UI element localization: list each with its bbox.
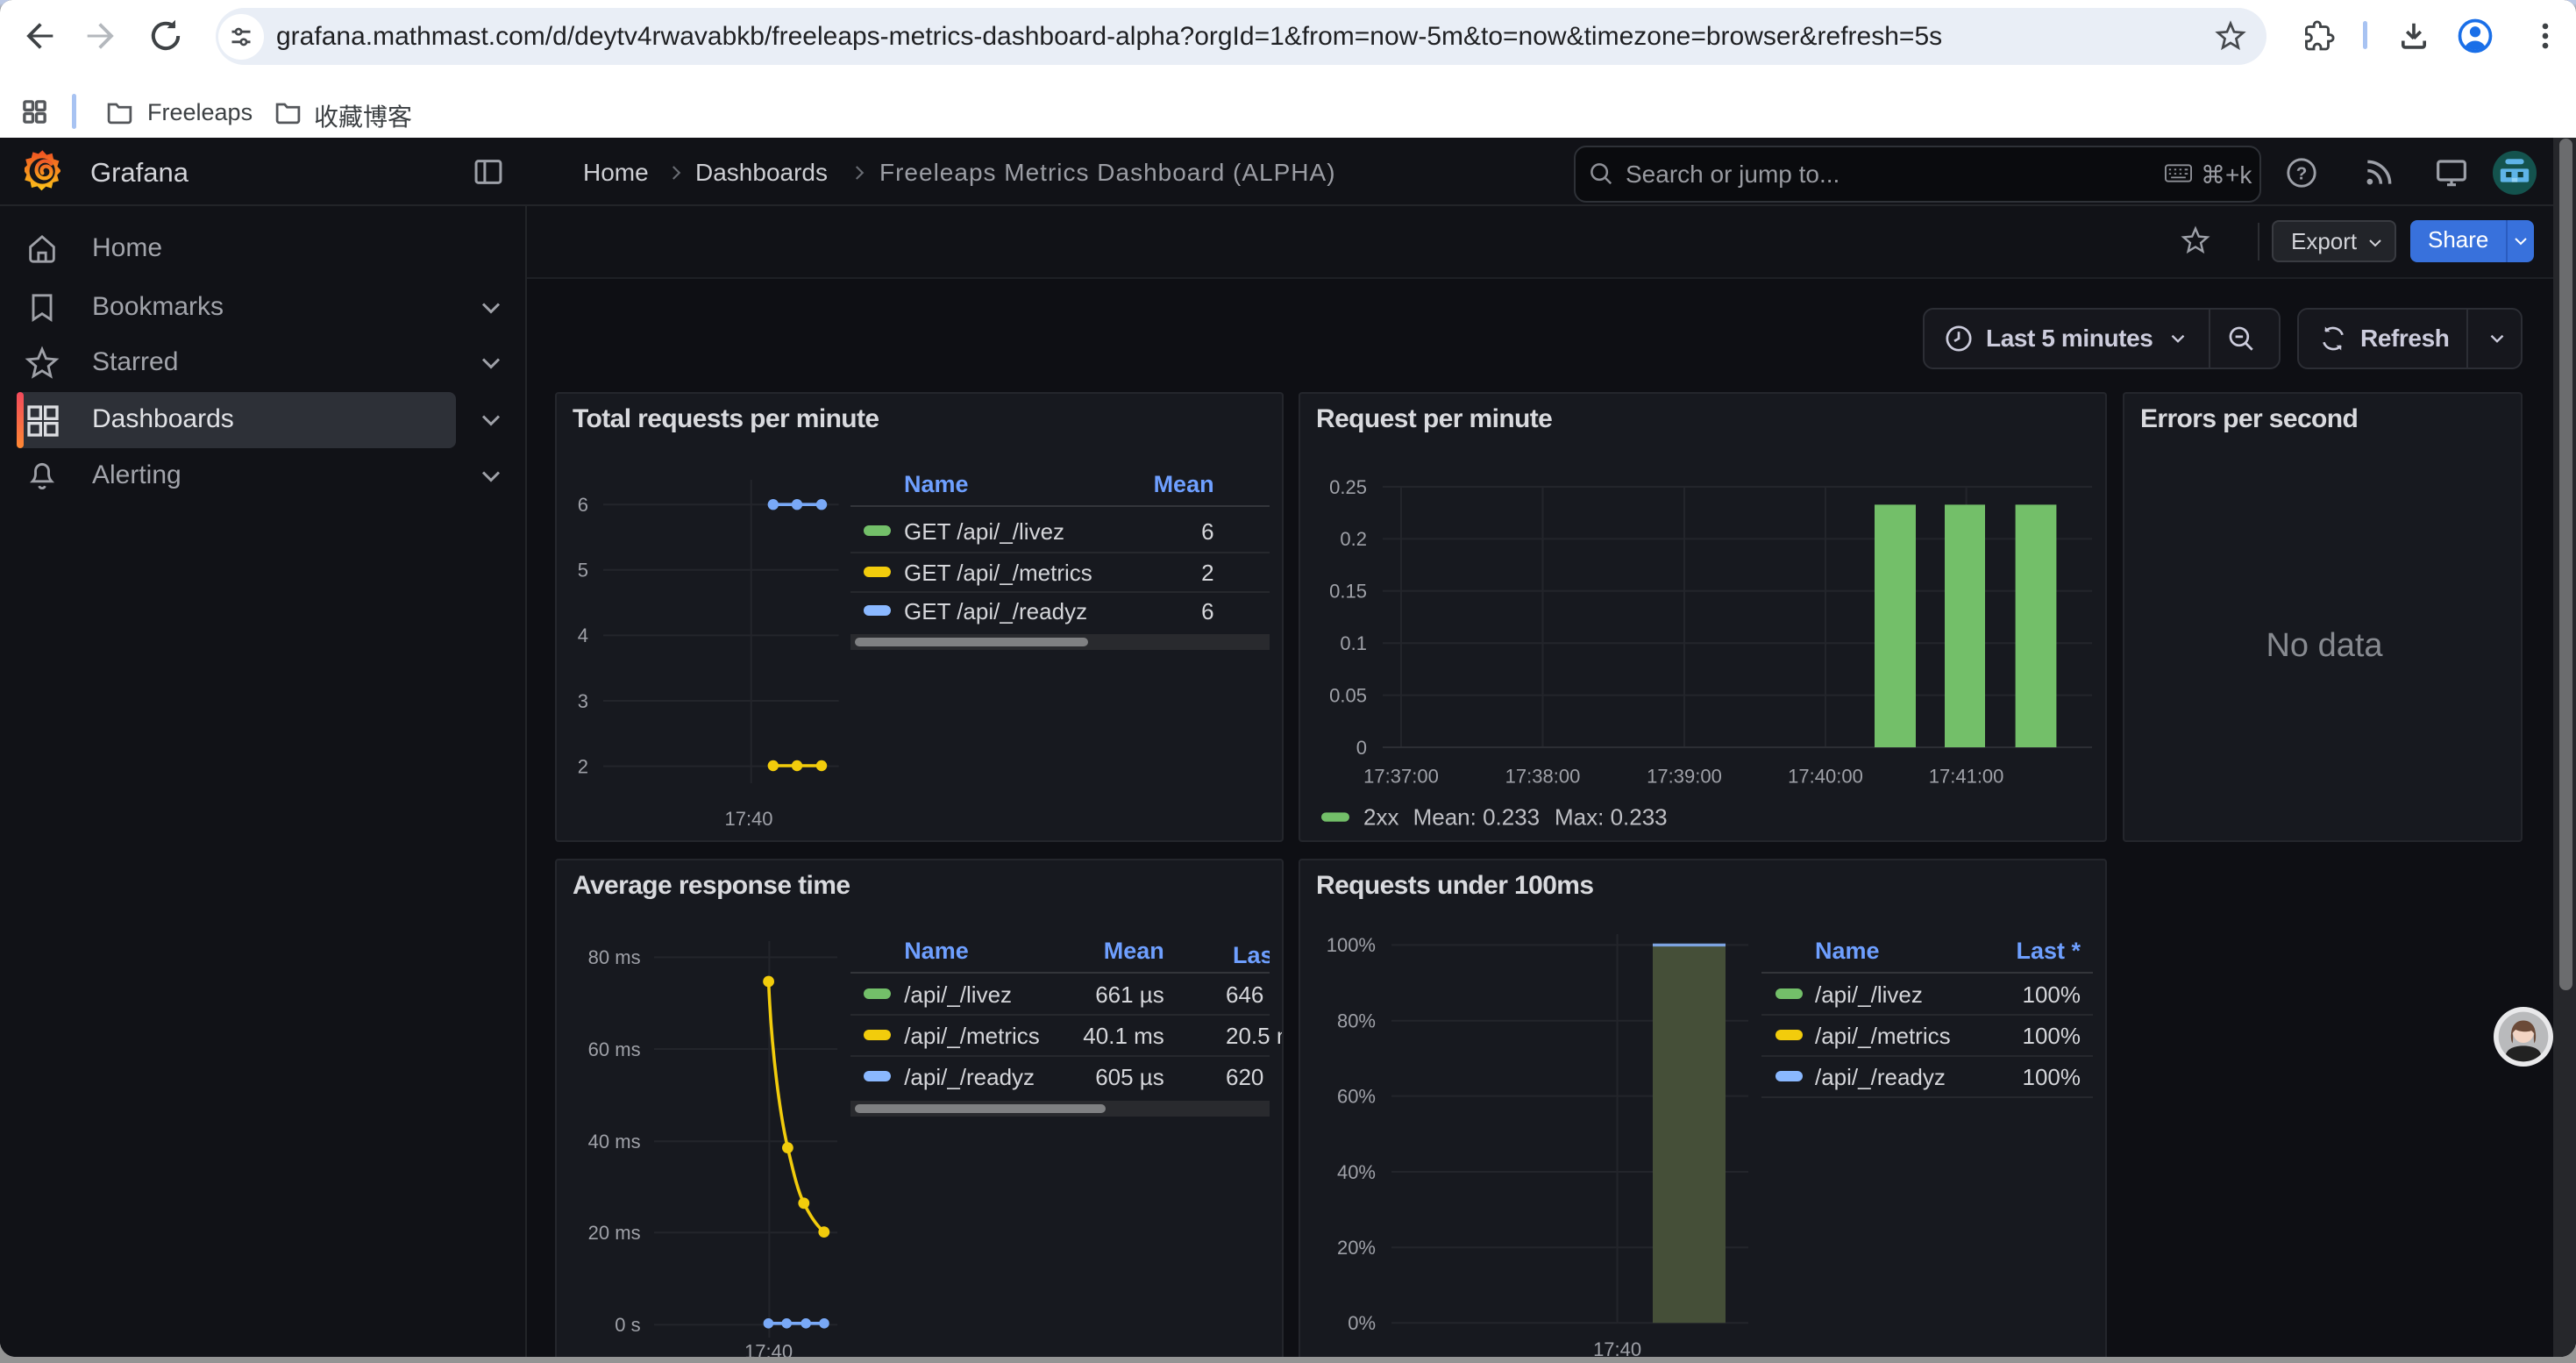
svg-text:6: 6 [578,494,588,516]
svg-text:80%: 80% [1337,1010,1376,1032]
svg-text:Max: 0.233: Max: 0.233 [1555,803,1668,830]
svg-text:17:41:00: 17:41:00 [1929,765,2004,787]
svg-text:0.15: 0.15 [1329,581,1367,603]
svg-text:60%: 60% [1337,1085,1376,1107]
svg-text:5: 5 [578,560,588,582]
svg-text:0.2: 0.2 [1340,528,1367,550]
svg-text:Mean: 0.233: Mean: 0.233 [1413,803,1541,830]
svg-text:4: 4 [578,624,588,646]
svg-text:17:40: 17:40 [744,1341,793,1357]
svg-text:100%: 100% [1327,934,1376,956]
svg-text:2: 2 [578,755,588,777]
svg-text:0 s: 0 s [615,1314,640,1336]
svg-text:17:40:00: 17:40:00 [1788,765,1863,787]
svg-text:17:40: 17:40 [724,808,772,830]
svg-text:0.05: 0.05 [1329,684,1367,706]
svg-text:17:39:00: 17:39:00 [1647,765,1722,787]
svg-text:40 ms: 40 ms [588,1131,641,1152]
svg-text:40%: 40% [1337,1161,1376,1183]
svg-text:17:37:00: 17:37:00 [1363,765,1439,787]
svg-text:17:38:00: 17:38:00 [1505,765,1581,787]
svg-text:0.25: 0.25 [1329,476,1367,498]
svg-text:?: ? [2296,163,2308,183]
svg-text:60 ms: 60 ms [588,1038,641,1060]
svg-text:0: 0 [1356,737,1367,759]
svg-text:3: 3 [578,690,588,712]
svg-text:20 ms: 20 ms [588,1222,641,1244]
svg-text:0%: 0% [1348,1312,1376,1334]
svg-text:0.1: 0.1 [1340,632,1367,654]
svg-text:80 ms: 80 ms [588,946,641,968]
svg-text:2xx: 2xx [1363,803,1398,830]
svg-text:17:40: 17:40 [1593,1338,1641,1357]
svg-text:20%: 20% [1337,1237,1376,1259]
